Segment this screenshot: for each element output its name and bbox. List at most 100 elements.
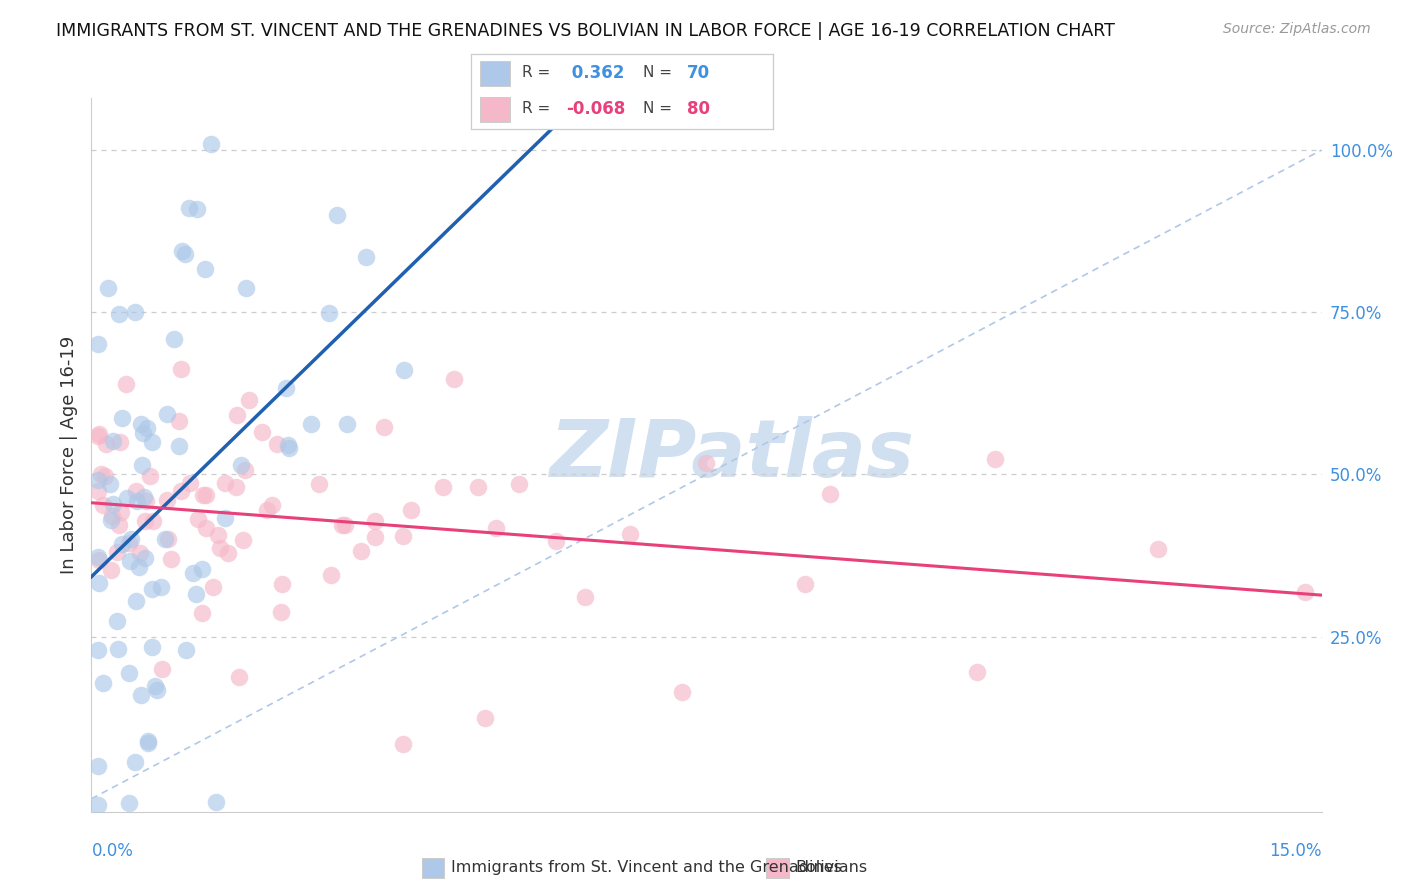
- Point: [174, 643, 197, 657]
- Point: [101, 509, 124, 524]
- Point: [336, 417, 359, 431]
- Point: [87, 428, 110, 442]
- Point: [321, 568, 343, 582]
- Point: [159, 552, 181, 566]
- Point: [232, 533, 254, 547]
- Point: [131, 458, 153, 472]
- Point: [87, 758, 110, 772]
- Point: [191, 562, 214, 576]
- Point: [128, 546, 150, 560]
- Point: [108, 518, 131, 533]
- Point: [225, 479, 247, 493]
- Point: [120, 532, 142, 546]
- Point: [274, 381, 297, 395]
- Point: [671, 684, 693, 698]
- Point: [1146, 541, 1168, 556]
- Point: [135, 493, 157, 508]
- Point: [191, 606, 214, 620]
- Point: [110, 505, 132, 519]
- Point: [391, 529, 413, 543]
- Point: [100, 512, 122, 526]
- Point: [87, 643, 110, 657]
- Point: [111, 537, 134, 551]
- Point: [167, 414, 190, 428]
- Point: [195, 488, 218, 502]
- Point: [91, 676, 114, 690]
- Point: [124, 305, 146, 319]
- Point: [186, 202, 208, 216]
- Point: [150, 581, 173, 595]
- Point: [308, 476, 330, 491]
- Point: [125, 494, 148, 508]
- Point: [89, 575, 111, 590]
- Point: [299, 417, 322, 431]
- Point: [125, 483, 148, 498]
- Point: [695, 456, 717, 470]
- Point: [115, 491, 138, 505]
- Point: [132, 425, 155, 440]
- Point: [125, 594, 148, 608]
- Point: [129, 688, 152, 702]
- Point: [356, 250, 378, 264]
- Point: [194, 521, 217, 535]
- Point: [229, 458, 252, 473]
- Point: [98, 476, 121, 491]
- Point: [101, 497, 124, 511]
- Point: [266, 437, 288, 451]
- Point: [233, 462, 256, 476]
- Point: [134, 550, 156, 565]
- Point: [256, 503, 278, 517]
- Point: [546, 533, 568, 548]
- Point: [187, 512, 209, 526]
- Point: [118, 536, 141, 550]
- Point: [128, 560, 150, 574]
- Point: [204, 795, 226, 809]
- Point: [103, 434, 125, 449]
- Point: [170, 483, 193, 498]
- Point: [108, 435, 131, 450]
- Point: [105, 545, 128, 559]
- Text: 15.0%: 15.0%: [1270, 842, 1322, 860]
- Y-axis label: In Labor Force | Age 16-19: In Labor Force | Age 16-19: [59, 335, 77, 574]
- Point: [277, 438, 299, 452]
- Point: [194, 262, 217, 277]
- Point: [508, 476, 530, 491]
- Point: [141, 435, 163, 450]
- Point: [136, 734, 159, 748]
- Point: [270, 576, 292, 591]
- Point: [443, 372, 465, 386]
- Point: [966, 665, 988, 680]
- Point: [100, 563, 122, 577]
- Point: [105, 614, 128, 628]
- Point: [217, 546, 239, 560]
- Text: R =: R =: [523, 65, 555, 80]
- Text: N =: N =: [644, 65, 678, 80]
- Text: 70: 70: [688, 64, 710, 82]
- Point: [108, 307, 131, 321]
- Point: [467, 479, 489, 493]
- Point: [228, 670, 250, 684]
- Point: [373, 420, 395, 434]
- Point: [250, 425, 273, 439]
- Text: 0.0%: 0.0%: [91, 842, 134, 860]
- Text: Source: ZipAtlas.com: Source: ZipAtlas.com: [1223, 22, 1371, 37]
- FancyBboxPatch shape: [479, 96, 510, 122]
- Point: [107, 642, 129, 657]
- Point: [485, 521, 508, 535]
- Point: [118, 554, 141, 568]
- Point: [138, 736, 160, 750]
- Point: [202, 580, 225, 594]
- Point: [94, 468, 117, 483]
- Point: [238, 392, 260, 407]
- Point: [129, 417, 152, 431]
- Point: [111, 411, 134, 425]
- Point: [318, 306, 340, 320]
- Point: [150, 662, 173, 676]
- Point: [156, 407, 179, 421]
- Point: [87, 473, 110, 487]
- Point: [818, 487, 841, 501]
- Point: [118, 797, 141, 811]
- Text: 80: 80: [688, 100, 710, 118]
- Text: R =: R =: [523, 102, 555, 116]
- Point: [392, 737, 415, 751]
